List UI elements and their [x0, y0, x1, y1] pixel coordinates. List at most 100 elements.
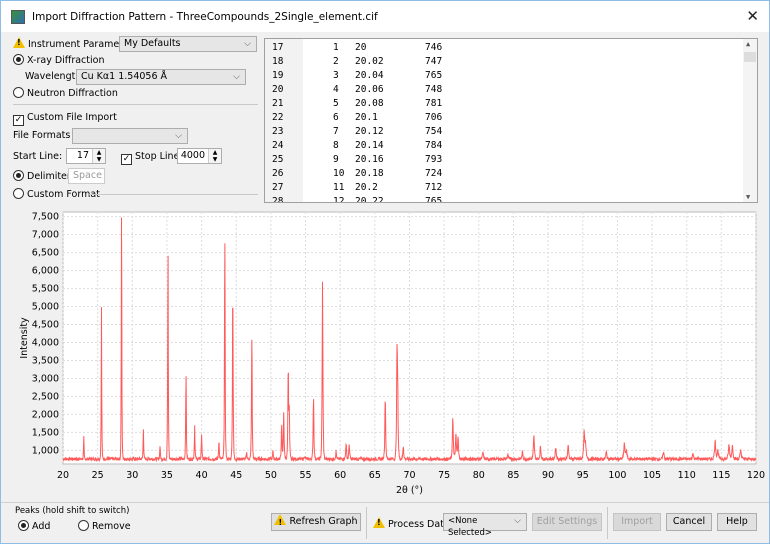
y-tick-label: 5,500 — [32, 284, 59, 295]
line-number: 24 — [272, 140, 284, 151]
x-axis-label: 2θ (°) — [396, 485, 423, 496]
close-icon[interactable]: ✕ — [746, 7, 759, 25]
wavelength-select[interactable]: Cu Kα1 1.54056 Å ⌵ — [76, 69, 246, 85]
process-data-label: Process Data: — [373, 517, 453, 530]
index-cell: 2 — [333, 56, 339, 67]
stop-line-checkbox[interactable]: ✓ Stop Line: — [121, 151, 183, 165]
y-tick-label: 4,500 — [32, 320, 59, 331]
value-cell: 746 — [425, 42, 443, 53]
diffraction-chart[interactable]: 20 25 30 35 40 45 50 55 60 65 70 75 80 85 90 95 100 105 11… — [1, 206, 769, 501]
neutron-label: Neutron Diffraction — [27, 88, 118, 99]
index-cell: 8 — [333, 140, 339, 151]
line-number: 17 — [272, 42, 284, 53]
theta-cell: 20.1 — [355, 112, 378, 123]
start-line-spinner[interactable]: 17 ▲ ▼ — [66, 148, 106, 164]
x-tick-label: 40 — [196, 470, 208, 481]
warning-icon — [373, 517, 385, 528]
title-bar: Import Diffraction Pattern - ThreeCompou… — [1, 1, 769, 32]
theta-cell: 20.02 — [355, 56, 384, 67]
divider — [607, 507, 608, 539]
value-cell: 765 — [425, 196, 443, 203]
delimiter-label: Delimiter: — [27, 171, 74, 182]
theta-cell: 20.08 — [355, 98, 384, 109]
stop-line-spinner[interactable]: 4000 ▲ ▼ — [177, 148, 222, 164]
line-number: 28 — [272, 196, 284, 203]
x-tick-label: 35 — [161, 470, 173, 481]
custom-format-radio[interactable]: Custom Format — [13, 188, 100, 200]
wavelength-label: Wavelength: — [25, 71, 85, 82]
index-cell: 10 — [333, 168, 345, 179]
process-label-text: Process Data: — [388, 519, 453, 530]
line-number: 22 — [272, 112, 284, 123]
process-value: <None Selected> — [448, 516, 492, 538]
file-preview[interactable]: 17 1 20 746 18 2 20.02 747 19 3 20.04 765 20 4 20.06 74… — [264, 38, 758, 203]
add-radio[interactable]: Add — [18, 520, 50, 532]
line-number: 18 — [272, 56, 284, 67]
checkmark-icon: ✓ — [121, 154, 132, 165]
x-tick-label: 20 — [57, 470, 69, 481]
edit-settings-button[interactable]: Edit Settings — [532, 513, 602, 531]
value-cell: 765 — [425, 70, 443, 81]
delimiter-input[interactable]: Space — [68, 168, 105, 184]
warning-icon — [13, 37, 25, 48]
stop-line-value: 4000 — [180, 150, 205, 161]
line-number: 26 — [272, 168, 284, 179]
scroll-down-icon[interactable]: ▼ — [746, 193, 751, 201]
process-data-select[interactable]: <None Selected> ⌵ — [443, 513, 527, 538]
instrument-label: Instrument Parameters: — [13, 37, 141, 50]
x-tick-label: 25 — [92, 470, 104, 481]
remove-label: Remove — [92, 521, 131, 532]
x-tick-label: 45 — [230, 470, 242, 481]
index-cell: 5 — [333, 98, 339, 109]
spinner-arrows-icon[interactable]: ▲ ▼ — [92, 149, 105, 163]
line-number: 19 — [272, 70, 284, 81]
stop-line-label: Stop Line: — [135, 151, 183, 162]
refresh-label: Refresh Graph — [289, 516, 358, 527]
value-cell: 706 — [425, 112, 443, 123]
value-cell: 784 — [425, 140, 443, 151]
y-tick-label: 2,500 — [32, 391, 59, 402]
index-cell: 7 — [333, 126, 339, 137]
theta-cell: 20.22 — [355, 196, 384, 203]
y-axis-label: Intensity — [19, 317, 30, 359]
custom-import-checkbox[interactable]: ✓ Custom File Import — [13, 112, 117, 126]
y-tick-label: 6,000 — [32, 266, 59, 277]
x-tick-label: 115 — [712, 470, 730, 481]
file-formats-select[interactable]: ⌵ — [72, 128, 188, 144]
delimiter-radio[interactable]: Delimiter: — [13, 170, 74, 182]
custom-format-label: Custom Format — [27, 189, 100, 200]
divider — [366, 507, 367, 539]
start-line-label: Start Line: — [13, 151, 63, 162]
y-tick-label: 1,000 — [32, 445, 59, 456]
index-cell: 12 — [333, 196, 345, 203]
x-tick-label: 70 — [403, 470, 415, 481]
spinner-arrows-icon[interactable]: ▲ ▼ — [208, 149, 221, 163]
file-formats-menu[interactable]: File Formats ▼ — [13, 130, 81, 141]
pattern-series-line — [62, 217, 757, 463]
warning-icon — [274, 514, 287, 531]
xray-radio[interactable]: X-ray Diffraction — [13, 54, 104, 66]
x-tick-label: 75 — [438, 470, 450, 481]
index-cell: 9 — [333, 154, 339, 165]
line-gutter — [265, 39, 303, 202]
vertical-scrollbar[interactable]: ▲ ▼ — [743, 39, 757, 202]
y-tick-label: 2,000 — [32, 409, 59, 420]
value-cell: 712 — [425, 182, 443, 193]
help-button[interactable]: Help — [717, 513, 757, 531]
divider — [13, 104, 258, 105]
import-button[interactable]: Import — [613, 513, 661, 531]
y-tick-label: 6,500 — [32, 248, 59, 259]
scroll-up-icon[interactable]: ▲ — [746, 40, 751, 48]
value-cell: 724 — [425, 168, 443, 179]
remove-radio[interactable]: Remove — [78, 520, 131, 532]
index-cell: 11 — [333, 182, 345, 193]
value-cell: 793 — [425, 154, 443, 165]
cancel-button[interactable]: Cancel — [666, 513, 712, 531]
refresh-graph-button[interactable]: Refresh Graph — [271, 513, 361, 531]
value-cell: 747 — [425, 56, 443, 67]
radio-icon — [13, 87, 24, 98]
instrument-select[interactable]: My Defaults ⌵ — [119, 36, 257, 52]
neutron-radio[interactable]: Neutron Diffraction — [13, 87, 118, 99]
scroll-thumb[interactable] — [744, 52, 756, 62]
